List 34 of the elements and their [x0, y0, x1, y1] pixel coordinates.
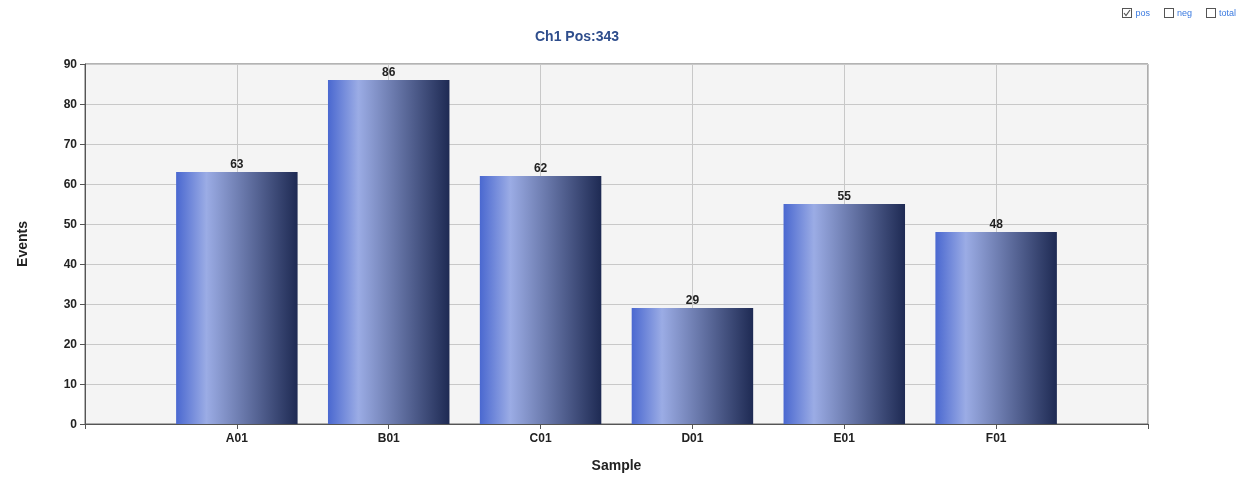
text: pos	[1135, 8, 1150, 18]
data-label: 86	[382, 65, 396, 79]
data-label: 55	[837, 189, 852, 203]
y-tick-label: 70	[63, 137, 78, 151]
y-tick-label: 50	[63, 217, 78, 231]
data-label: 29	[685, 293, 700, 307]
y-tick-label: 60	[63, 177, 78, 191]
bar	[631, 308, 754, 424]
x-tick-label: E01	[833, 431, 856, 445]
y-tick-label: 0	[70, 417, 78, 431]
text: total	[1218, 8, 1236, 18]
bar	[783, 204, 906, 424]
bar	[327, 80, 450, 424]
chart-title: Ch1 Pos:343	[534, 28, 620, 44]
data-label: 48	[989, 217, 1004, 231]
data-label: 63	[230, 157, 244, 171]
y-tick-label: 20	[63, 337, 78, 351]
y-tick-label: 90	[63, 57, 78, 71]
bar	[479, 176, 602, 424]
y-axis-title: Events	[14, 220, 30, 267]
x-tick-label: D01	[681, 431, 704, 445]
y-tick-label: 30	[63, 297, 78, 311]
data-label: 62	[533, 161, 548, 175]
bar	[935, 232, 1057, 424]
x-tick-label: B01	[377, 431, 401, 445]
text: neg	[1176, 8, 1192, 18]
x-tick-label: A01	[225, 431, 249, 445]
x-tick-label: C01	[529, 431, 552, 445]
y-tick-label: 80	[63, 97, 78, 111]
x-tick-label: F01	[985, 431, 1007, 445]
x-axis-title: Sample	[591, 457, 642, 473]
y-tick-label: 40	[63, 257, 78, 271]
bar	[176, 172, 298, 424]
y-tick-label: 10	[63, 377, 78, 391]
